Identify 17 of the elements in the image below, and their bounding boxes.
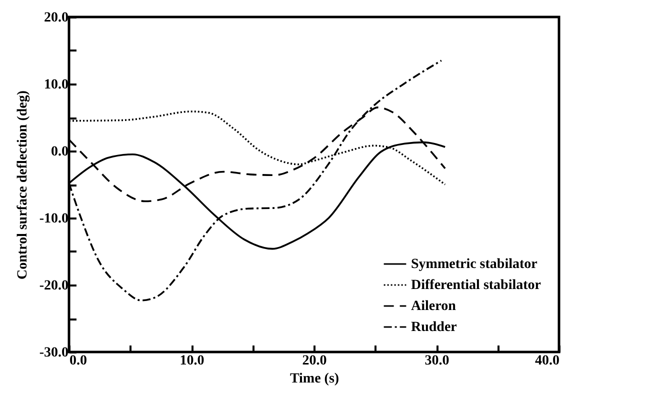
x-tick-label: 10.0 <box>180 354 204 368</box>
legend-label: Aileron <box>411 299 456 314</box>
y-tick-label: -10.0 <box>39 212 68 226</box>
x-tick-label: 30.0 <box>424 354 450 368</box>
y-tick-label: 0.0 <box>51 144 68 160</box>
x-tick-label: 40.0 <box>535 354 560 368</box>
x-axis-title: Time (s) <box>290 372 340 386</box>
y-axis-title: Control surface deflection (deg) <box>15 90 30 280</box>
y-tick-label: -20.0 <box>39 278 68 294</box>
x-tick-label: 20.0 <box>302 354 327 368</box>
legend-label: Symmetric stabilator <box>411 257 538 272</box>
y-tick-label: 20.0 <box>44 10 68 26</box>
x-tick-label: 0.0 <box>70 354 87 368</box>
legend-label: Differential stabilator <box>411 278 541 293</box>
y-tick-label: -30.0 <box>39 346 68 360</box>
y-tick-label: 10.0 <box>44 78 68 92</box>
legend-label: Rudder <box>411 320 457 335</box>
